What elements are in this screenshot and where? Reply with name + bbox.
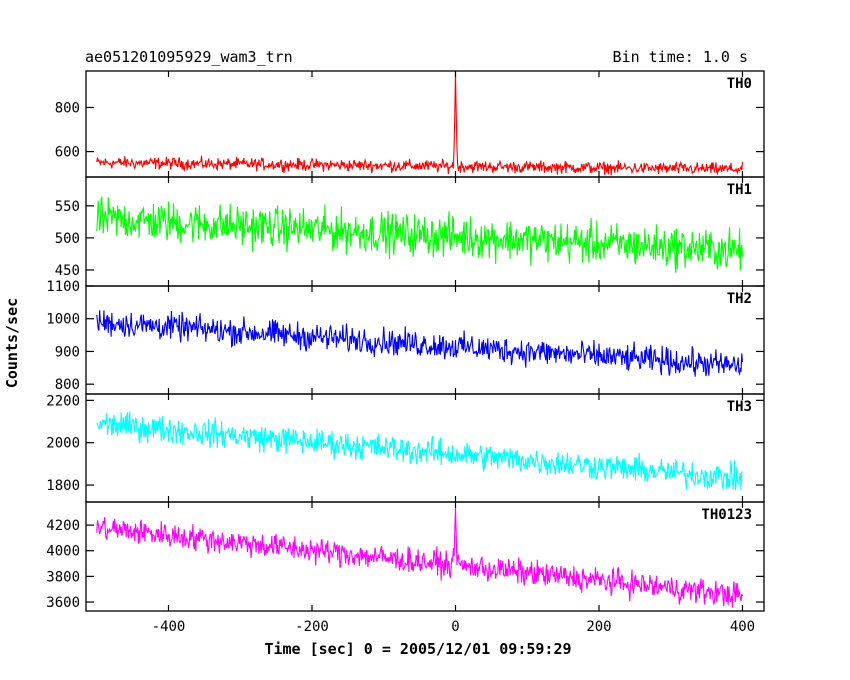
y-tick-label: 3800: [46, 569, 80, 585]
y-tick-label: 600: [55, 145, 80, 161]
chart-title: ae051201095929_wam3_trn: [85, 48, 293, 66]
y-tick-label: 3600: [46, 595, 80, 611]
panel-label-th2: TH2: [727, 291, 752, 307]
y-tick-label: 1100: [46, 279, 80, 295]
x-tick-label: 200: [586, 619, 611, 635]
y-tick-label: 550: [55, 199, 80, 215]
panel-label-th0123: TH0123: [701, 507, 752, 523]
panel-frame: [85, 501, 765, 612]
y-tick-label: 800: [55, 100, 80, 116]
x-tick-label: 0: [451, 619, 459, 635]
panel-label-th1: TH1: [727, 182, 752, 198]
y-tick-label: 900: [55, 344, 80, 360]
series-line-th2: [96, 310, 744, 377]
panel-th0: 600 800 TH0: [55, 70, 765, 178]
y-tick-label: 2200: [46, 393, 80, 409]
y-tick-label: 4200: [46, 518, 80, 534]
y-axis-title: Counts/sec: [3, 298, 21, 388]
x-tick-label: 400: [730, 619, 755, 635]
panel-label-th0: TH0: [727, 76, 752, 92]
panel-label-th3: TH3: [727, 399, 752, 415]
series-line-th1: [96, 195, 744, 273]
y-tick-label: 1000: [46, 312, 80, 328]
y-tick-label: 4000: [46, 544, 80, 560]
y-tick-label: 1800: [46, 478, 80, 494]
y-tick-label: 800: [55, 377, 80, 393]
x-tick-label: -200: [295, 619, 329, 635]
series-line-th0123: [96, 507, 743, 608]
x-axis-ticks: -400 -200 0 200 400: [152, 619, 755, 635]
y-tick-label: 500: [55, 231, 80, 247]
y-tick-label: 450: [55, 263, 80, 279]
x-axis-title: Time [sec] 0 = 2005/12/01 09:59:29: [264, 640, 571, 658]
panel-th3: 1800 2000 2200 TH3: [46, 393, 765, 503]
panel-frame: [85, 393, 765, 503]
y-tick-label: 2000: [46, 436, 80, 452]
bin-time-label: Bin time: 1.0 s: [613, 48, 748, 66]
series-line-th3: [96, 411, 743, 491]
panel-th1: 450 500 550 TH1: [55, 176, 765, 287]
x-tick-label: -400: [152, 619, 186, 635]
panel-th2: 800 900 1000 1100 TH2: [46, 279, 765, 395]
series-line-th0: [96, 72, 744, 176]
panels: 600 800 TH0 450 500 550 TH1 800 900 1000 1100 TH2 18…: [46, 70, 765, 612]
panel-th0123: 3600 3800 4000 4200 TH0123: [46, 501, 765, 612]
